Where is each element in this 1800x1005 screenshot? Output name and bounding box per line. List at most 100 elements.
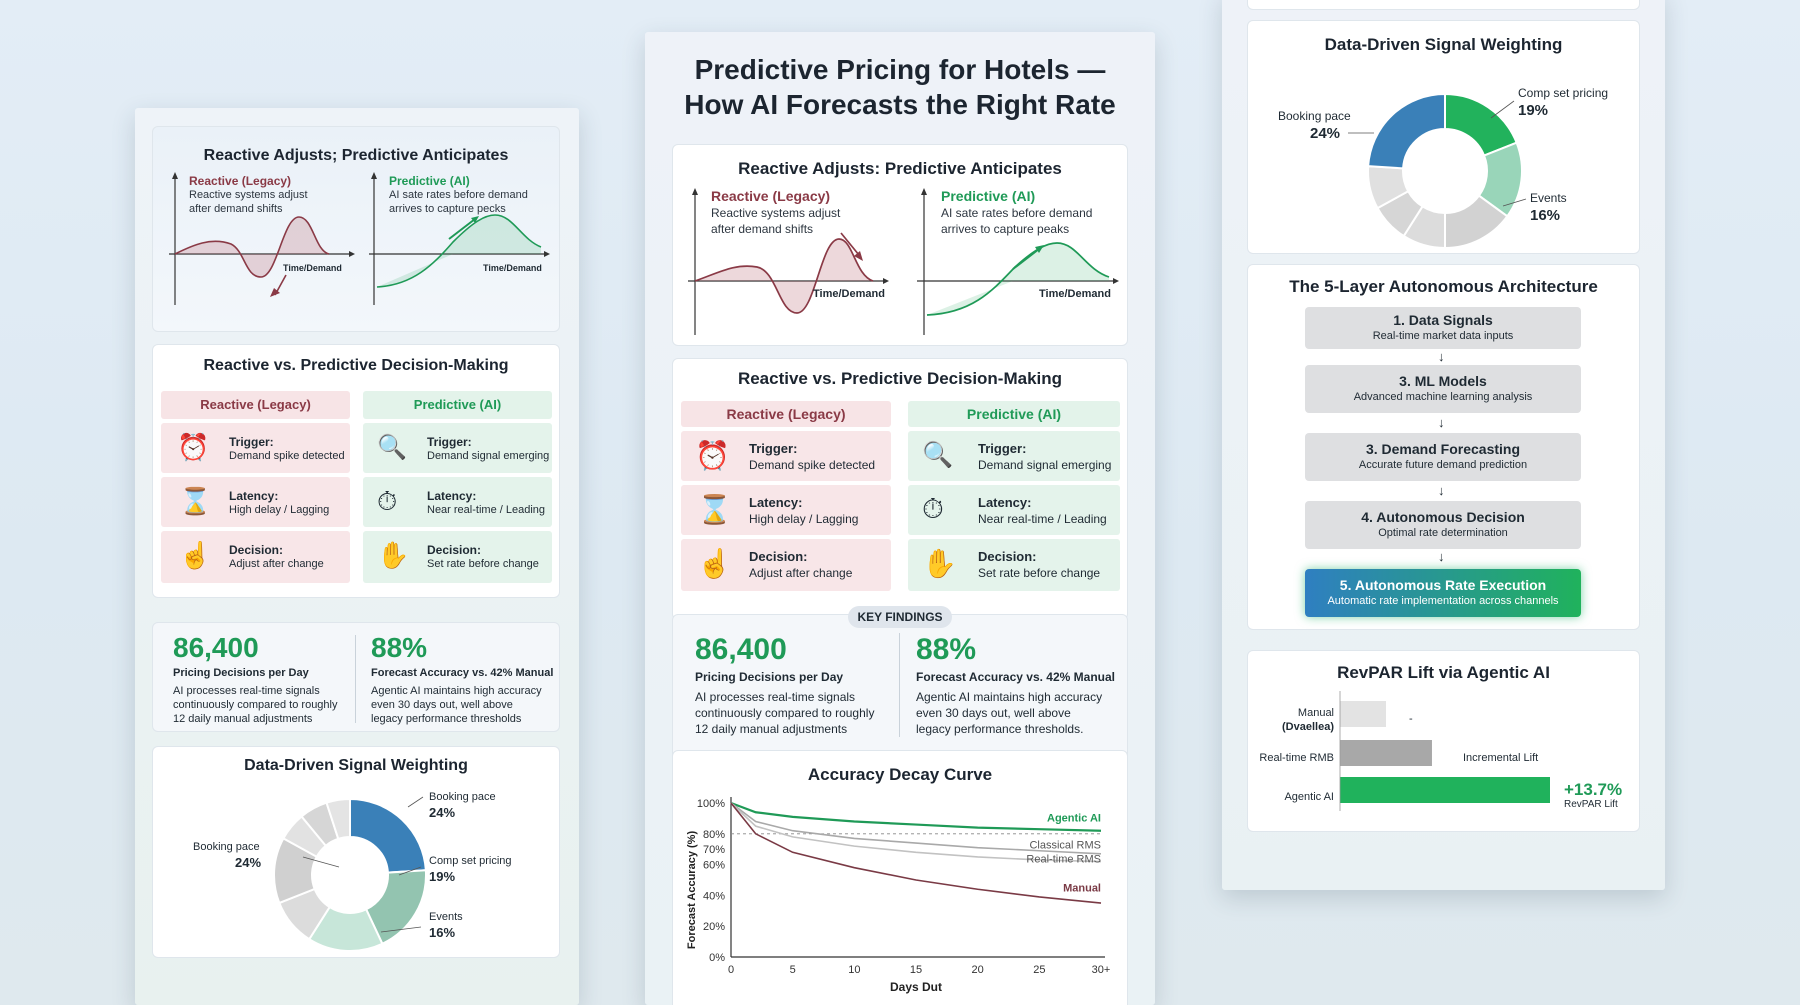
series-label: Real-time RMS	[1026, 854, 1101, 866]
reactive-column: Reactive (Legacy) ⏰ Trigger: Demand spik…	[161, 391, 350, 589]
row-value: Near real-time / Leading	[978, 512, 1107, 526]
y-tick-label: 70%	[703, 844, 725, 856]
predictive-column: Predictive (AI) 🔍 Trigger: Demand signal…	[908, 401, 1120, 613]
events-label: Events	[429, 911, 463, 923]
row-label: Latency:	[229, 489, 279, 503]
reactive-column-head: Reactive (Legacy)	[681, 401, 891, 427]
reactive-row-trigger: ⏰ Trigger: Demand spike detected	[161, 423, 350, 473]
leader-line	[1490, 100, 1515, 119]
axis-label: Time/Demand	[813, 288, 885, 300]
series-line	[730, 802, 1102, 855]
bar-note: Incremental Lift	[1463, 752, 1539, 764]
bar-value: +13.7%	[1564, 780, 1623, 799]
comp-pct: 19%	[429, 869, 456, 884]
axis-label: Time/Demand	[483, 263, 542, 273]
bar-label: Real-time RMB	[1259, 752, 1334, 764]
y-tick-label: 20%	[703, 921, 725, 933]
revpar-bar	[1340, 740, 1432, 766]
divider	[899, 633, 900, 737]
main-title: Predictive Pricing for Hotels —	[694, 54, 1106, 85]
row-value: High delay / Lagging	[749, 512, 859, 526]
row-value: Adjust after change	[229, 558, 324, 570]
row-value: Demand spike detected	[749, 458, 876, 472]
card-title: RevPAR Lift via Agentic AI	[1337, 663, 1550, 682]
comp-label: Comp set pricing	[429, 855, 512, 867]
reactive-desc: after demand shifts	[711, 222, 814, 236]
arrow-down-icon: ↓	[1438, 415, 1445, 430]
predictive-desc: AI sate rates before demand	[389, 189, 528, 201]
series-line	[730, 802, 1102, 863]
row-label: Decision:	[749, 549, 808, 564]
decision-making-card: Reactive vs. Predictive Decision-Making …	[152, 344, 560, 598]
row-label: Trigger:	[749, 441, 798, 456]
revpar-bar	[1340, 777, 1550, 803]
series-label: Classical RMS	[1029, 840, 1101, 852]
y-tick-label: 80%	[703, 829, 725, 841]
row-label: Latency:	[978, 495, 1032, 510]
series-label: Agentic AI	[1047, 813, 1101, 825]
stat-desc: even 30 days out, well above	[371, 699, 513, 711]
signal-donut-chart	[1348, 92, 1527, 250]
reactive-label: Reactive (Legacy)	[189, 174, 292, 188]
reactive-desc: Reactive systems adjust	[189, 189, 308, 201]
predictive-row-latency: ⏱ Latency: Near real-time / Leading	[363, 477, 552, 527]
axis-label: Time/Demand	[1039, 288, 1111, 300]
events-label: Events	[1530, 191, 1567, 205]
predictive-row-trigger: 🔍 Trigger: Demand signal emerging	[363, 423, 552, 473]
y-tick-label: 60%	[703, 860, 725, 872]
bar-label: Agentic AI	[1284, 791, 1334, 803]
divider	[355, 635, 356, 723]
stat-label: Forecast Accuracy vs. 42% Manual	[916, 670, 1115, 684]
predictive-row-trigger: 🔍 Trigger: Demand signal emerging	[908, 431, 1120, 481]
stopwatch-icon: ⏱	[922, 493, 944, 524]
predictive-column: Predictive (AI) 🔍 Trigger: Demand signal…	[363, 391, 552, 589]
reactive-column-head: Reactive (Legacy)	[161, 391, 350, 419]
predictive-row-decision: ✋ Decision: Set rate before change	[363, 531, 552, 583]
left-infographic-panel: Reactive Adjusts; Predictive Anticipates…	[135, 108, 579, 1005]
predictive-row-latency: ⏱ Latency: Near real-time / Leading	[908, 485, 1120, 535]
right-infographic-panel: Data-Driven Signal Weighting Booking pac…	[1222, 0, 1665, 890]
reactive-row-latency: ⌛ Latency: High delay / Lagging	[681, 485, 891, 535]
layer-name: 3. Demand Forecasting	[1365, 441, 1521, 457]
layer-name: 5. Autonomous Rate Execution	[1339, 577, 1547, 593]
series-line	[730, 802, 1102, 904]
x-axis-label: Days Dut	[890, 980, 942, 994]
reactive-desc: after demand shifts	[189, 203, 283, 215]
stat-desc: legacy performance thresholds	[371, 713, 522, 725]
donut-slice	[349, 797, 427, 874]
architecture-card: The 5-Layer Autonomous Architecture 1. D…	[1247, 264, 1640, 630]
donut-slice	[1367, 92, 1446, 170]
x-tick-label: 20	[972, 964, 984, 976]
accuracy-decay-card: Accuracy Decay Curve 100% 80% 70% 60% 40% 20%…	[672, 750, 1128, 1005]
layer-desc: Accurate future demand prediction	[1358, 459, 1528, 471]
stat-value: 86,400	[173, 632, 259, 663]
stat-label: Pricing Decisions per Day	[695, 670, 844, 684]
layer-desc: Advanced machine learning analysis	[1353, 391, 1533, 403]
booking-label: Booking pace	[193, 841, 260, 853]
leader-line	[302, 856, 340, 868]
series-label: Manual	[1063, 882, 1101, 894]
reactive-row-trigger: ⏰ Trigger: Demand spike detected	[681, 431, 891, 481]
y-tick-label: 0%	[709, 952, 725, 964]
row-value: Set rate before change	[978, 566, 1101, 580]
predictive-desc: AI sate rates before demand	[941, 206, 1093, 220]
signal-weighting-card: Data-Driven Signal Weighting Booking pac…	[152, 746, 560, 958]
card-title: Reactive Adjusts: Predictive Anticipates	[738, 159, 1062, 178]
arrow-down-icon: ↓	[1438, 349, 1445, 364]
stat-desc: AI processes real-time signals	[695, 690, 856, 704]
arrow-down-icon: ↓	[1438, 549, 1445, 564]
key-findings-badge: KEY FINDINGS	[848, 606, 952, 628]
x-tick-label: 15	[910, 964, 922, 976]
reactive-curve-graphic	[688, 188, 1119, 335]
predictive-desc: arrives to capture pecks	[389, 203, 506, 215]
accuracy-decay-chart: 100% 80% 70% 60% 40% 20% 0%0 5 10 15 20 25 30+ Days D…	[686, 797, 1110, 994]
x-tick-label: 10	[848, 964, 860, 976]
revpar-bar	[1340, 701, 1386, 727]
robot-hand-icon: ✋	[922, 548, 957, 579]
row-value: High delay / Lagging	[229, 504, 330, 516]
stat-desc: continuously compared to roughly	[695, 706, 875, 720]
hourglass-icon: ⌛	[179, 486, 212, 516]
axis-label: Time/Demand	[283, 263, 342, 273]
stat-value: 86,400	[695, 633, 787, 666]
layer-autonomous-execution: 5. Autonomous Rate Execution Automatic r…	[1305, 569, 1581, 617]
